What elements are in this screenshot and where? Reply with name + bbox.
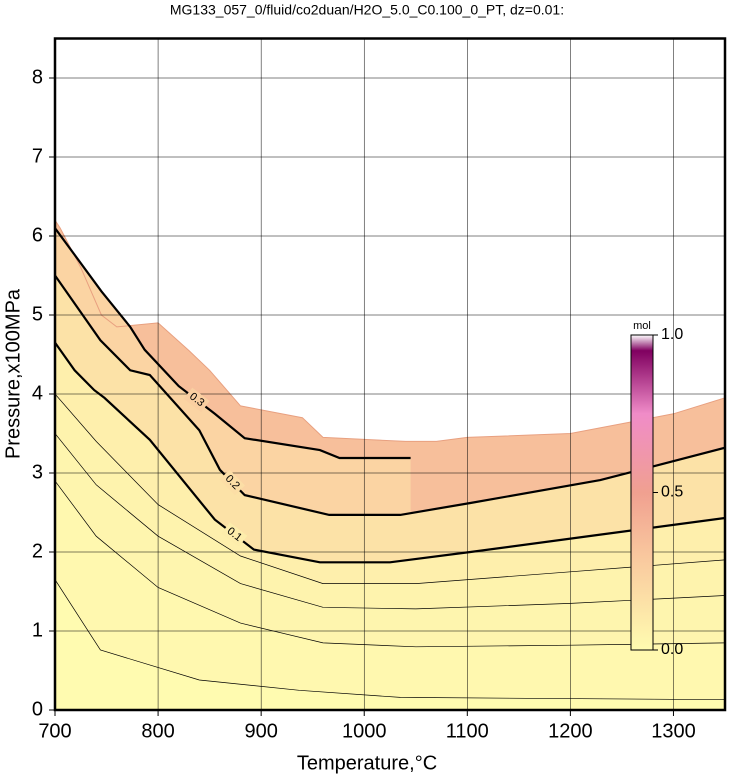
axes: 700 800 900 1000 1100 1200 1300 0 1 2 3 4 5 6 7 8 mol 0.0…	[32, 37, 727, 742]
x-tick-label: 1100	[446, 720, 489, 742]
colorbar-tick-label: 0.5	[661, 484, 683, 501]
y-axis-label: Pressure,x100MPa	[2, 288, 24, 459]
x-tick-label: 1300	[651, 720, 696, 742]
y-tick-label: 0	[32, 698, 43, 720]
field	[55, 220, 725, 710]
chart-title: MG133_057_0/fluid/co2duan/H2O_5.0_C0.100…	[170, 2, 564, 18]
colorbar-tick-label: 0.0	[661, 641, 683, 658]
contour-lines: 0.30.20.1	[55, 38, 725, 710]
x-tick-label: 900	[244, 720, 277, 742]
domain-edge	[55, 219, 725, 442]
colorbar-tick-label: 1.0	[661, 326, 683, 343]
y-tick-label: 4	[32, 382, 43, 404]
contour-label-bg	[219, 469, 245, 496]
x-tick-label: 1000	[342, 720, 387, 742]
y-tick-label: 6	[32, 224, 43, 246]
contour-label-bg	[183, 387, 210, 413]
x-axis-label: Temperature,°C	[297, 752, 437, 774]
y-tick-label: 3	[32, 461, 43, 483]
contour-fill	[55, 480, 725, 710]
contour-line	[55, 393, 725, 584]
contour-line	[55, 480, 725, 648]
y-tick-label: 8	[32, 66, 43, 88]
y-tick-label: 5	[32, 303, 43, 325]
x-tick-label: 1200	[548, 720, 593, 742]
contour-fill	[55, 579, 725, 710]
colorbar	[630, 334, 654, 651]
y-tick-label: 2	[32, 540, 43, 562]
contour-label-bg	[221, 522, 248, 547]
colorbar-label: mol	[633, 320, 651, 332]
contour-line	[55, 579, 725, 701]
x-tick-label: 700	[38, 720, 71, 742]
plot-frame	[53, 37, 727, 712]
y-tick-label: 1	[32, 619, 43, 641]
x-tick-label: 800	[141, 720, 174, 742]
contour-line	[55, 433, 725, 610]
y-tick-label: 7	[32, 145, 43, 167]
